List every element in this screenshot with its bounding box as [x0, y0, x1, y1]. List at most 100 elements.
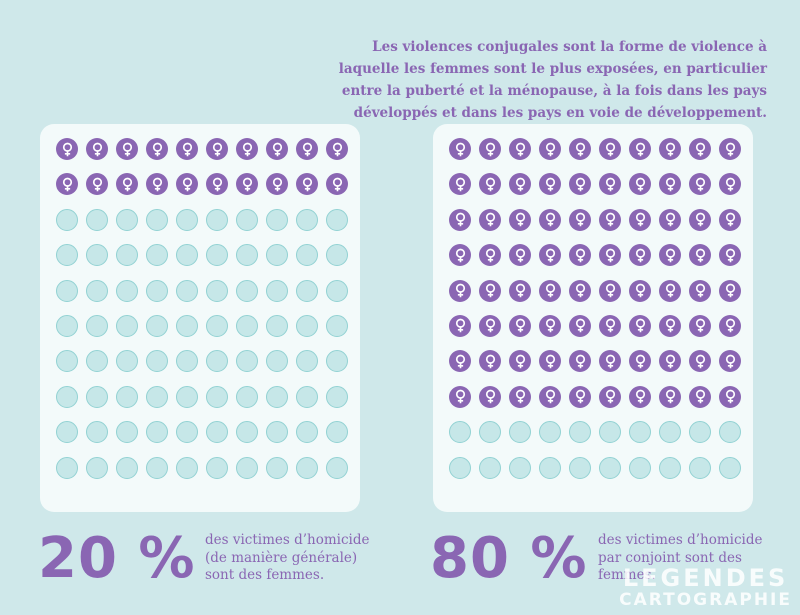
female-symbol-icon — [575, 319, 585, 333]
female-symbol-icon — [695, 319, 705, 333]
female-symbol-icon — [725, 389, 735, 404]
female-symbol-icon — [242, 177, 252, 192]
waffle-unit-empty — [116, 279, 138, 302]
waffle-unit-filled — [116, 173, 138, 196]
waffle-unit-empty — [116, 456, 138, 479]
waffle-unit-empty — [326, 421, 348, 444]
waffle-unit-empty — [116, 385, 138, 408]
female-symbol-icon — [605, 319, 615, 333]
female-symbol-icon — [182, 142, 192, 156]
female-symbol-icon — [575, 354, 585, 369]
waffle-unit-empty — [296, 244, 318, 267]
waffle-unit-filled — [659, 173, 681, 196]
waffle-panel-partner — [433, 124, 753, 512]
female-symbol-icon — [605, 389, 615, 404]
female-symbol-icon — [485, 142, 495, 156]
logo-line-1: LEGENDES — [622, 564, 789, 592]
waffle-unit-filled — [569, 208, 591, 231]
waffle-unit-filled — [86, 173, 108, 196]
waffle-unit-filled — [449, 350, 471, 373]
waffle-unit-empty — [176, 350, 198, 373]
waffle-unit-empty — [236, 456, 258, 479]
waffle-unit-filled — [449, 244, 471, 267]
female-symbol-icon — [62, 177, 72, 192]
waffle-unit-filled — [479, 244, 501, 267]
female-symbol-icon — [635, 389, 645, 404]
female-symbol-icon — [272, 142, 282, 156]
female-symbol-icon — [575, 212, 585, 227]
waffle-unit-empty — [86, 421, 108, 444]
female-symbol-icon — [515, 142, 525, 156]
waffle-unit-empty — [56, 208, 78, 231]
female-symbol-icon — [515, 248, 525, 262]
waffle-unit-empty — [296, 456, 318, 479]
waffle-unit-empty — [146, 456, 168, 479]
waffle-unit-empty — [236, 350, 258, 373]
female-symbol-icon — [605, 354, 615, 369]
waffle-unit-empty — [599, 421, 621, 444]
waffle-unit-filled — [719, 385, 741, 408]
female-symbol-icon — [122, 177, 132, 192]
waffle-unit-filled — [599, 279, 621, 302]
female-symbol-icon — [272, 177, 282, 192]
waffle-unit-filled — [449, 208, 471, 231]
waffle-unit-empty — [206, 314, 228, 337]
female-symbol-icon — [455, 248, 465, 262]
female-symbol-icon — [665, 177, 675, 192]
waffle-unit-empty — [146, 279, 168, 302]
waffle-unit-filled — [539, 138, 561, 160]
waffle-unit-empty — [236, 244, 258, 267]
female-symbol-icon — [605, 283, 615, 298]
waffle-unit-empty — [629, 421, 651, 444]
waffle-unit-empty — [116, 314, 138, 337]
waffle-unit-empty — [236, 208, 258, 231]
waffle-unit-filled — [266, 173, 288, 196]
waffle-unit-empty — [146, 350, 168, 373]
waffle-unit-empty — [296, 314, 318, 337]
waffle-unit-empty — [116, 350, 138, 373]
waffle-unit-filled — [539, 208, 561, 231]
waffle-unit-filled — [659, 314, 681, 337]
waffle-unit-filled — [689, 138, 711, 160]
waffle-unit-empty — [326, 279, 348, 302]
waffle-unit-filled — [236, 138, 258, 160]
waffle-unit-empty — [326, 456, 348, 479]
waffle-unit-empty — [86, 208, 108, 231]
female-symbol-icon — [302, 142, 312, 156]
percentage-partner: 80 % — [430, 526, 588, 591]
female-symbol-icon — [485, 177, 495, 192]
waffle-unit-filled — [479, 279, 501, 302]
waffle-unit-filled — [449, 385, 471, 408]
waffle-unit-filled — [569, 138, 591, 160]
waffle-unit-empty — [449, 456, 471, 479]
female-symbol-icon — [485, 354, 495, 369]
waffle-unit-empty — [206, 279, 228, 302]
waffle-unit-filled — [479, 385, 501, 408]
waffle-unit-empty — [56, 279, 78, 302]
female-symbol-icon — [725, 319, 735, 333]
waffle-unit-empty — [86, 314, 108, 337]
waffle-unit-filled — [689, 385, 711, 408]
female-symbol-icon — [575, 142, 585, 156]
female-symbol-icon — [665, 389, 675, 404]
waffle-unit-empty — [176, 279, 198, 302]
waffle-unit-empty — [146, 421, 168, 444]
female-symbol-icon — [725, 142, 735, 156]
female-symbol-icon — [605, 212, 615, 227]
waffle-unit-filled — [326, 138, 348, 160]
waffle-unit-empty — [449, 421, 471, 444]
waffle-unit-empty — [116, 421, 138, 444]
waffle-unit-empty — [86, 279, 108, 302]
waffle-unit-filled — [659, 279, 681, 302]
waffle-unit-filled — [629, 314, 651, 337]
female-symbol-icon — [485, 212, 495, 227]
waffle-unit-filled — [689, 279, 711, 302]
waffle-unit-empty — [266, 279, 288, 302]
waffle-unit-filled — [116, 138, 138, 160]
waffle-unit-filled — [539, 279, 561, 302]
waffle-unit-filled — [629, 279, 651, 302]
waffle-unit-empty — [296, 385, 318, 408]
female-symbol-icon — [695, 212, 705, 227]
female-symbol-icon — [122, 142, 132, 156]
female-symbol-icon — [725, 248, 735, 262]
